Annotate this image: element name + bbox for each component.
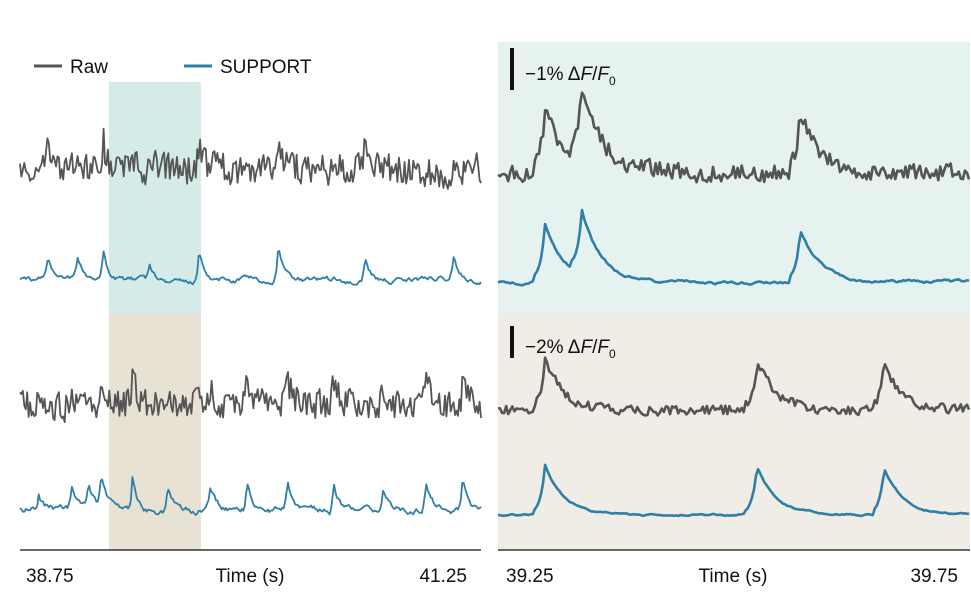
legend-label-raw: Raw	[70, 57, 108, 78]
scale-bar-cell2: −2% ΔF/F0	[510, 326, 616, 361]
zoom-panel-cell2-background	[498, 314, 970, 550]
highlight-window-cell2	[109, 314, 201, 550]
scale-bar-cell1: −1% ΔF/F0	[510, 48, 616, 90]
zoom-trace-support-cell1	[497, 208, 970, 287]
overview-trace-raw-cell1	[19, 127, 482, 190]
overview-trace-raw-cell2	[19, 368, 482, 424]
x-axis-label-right: Time (s)	[699, 566, 768, 587]
x-tick-label-right-end: 39.75	[910, 566, 958, 587]
scale-bar-label-cell2: −2% ΔF/F0	[525, 337, 616, 361]
scale-bar-label-cell1: −1% ΔF/F0	[525, 64, 616, 88]
overview-trace-support-cell1	[19, 250, 482, 286]
zoom-trace-raw-cell2	[497, 356, 971, 417]
trace-layer	[19, 91, 971, 518]
overview-trace-support-cell2	[19, 476, 482, 516]
zoom-trace-raw-cell1	[497, 91, 971, 184]
x-tick-label-right-start: 39.25	[506, 566, 554, 587]
x-axis-label-left: Time (s)	[216, 566, 285, 587]
legend-label-support: SUPPORT	[220, 57, 312, 78]
x-tick-label-left-end: 41.25	[419, 566, 467, 587]
legend: Raw SUPPORT	[34, 57, 312, 78]
zoom-trace-support-cell2	[497, 463, 970, 518]
x-tick-label-left-start: 38.75	[26, 566, 74, 587]
